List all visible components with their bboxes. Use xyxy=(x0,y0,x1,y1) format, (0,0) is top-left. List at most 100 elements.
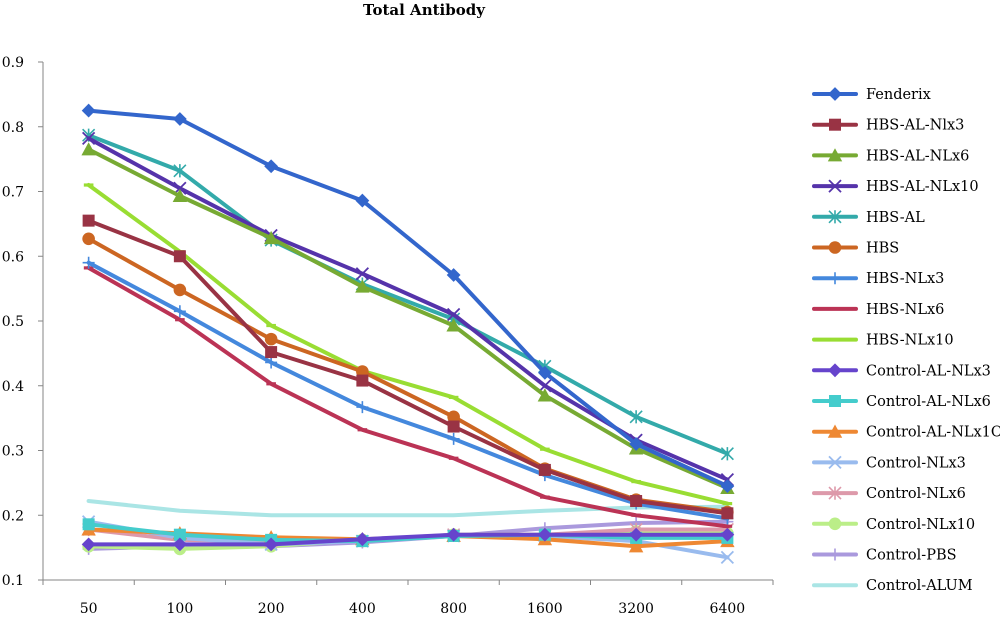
legend-label: HBS xyxy=(866,241,899,257)
series-5 xyxy=(82,232,734,519)
legend-label: HBS-AL-NLx6 xyxy=(866,148,969,164)
legend-entry: Control-PBS xyxy=(812,548,957,564)
series-marker xyxy=(828,517,842,531)
series-0 xyxy=(81,103,735,494)
series-marker xyxy=(172,537,187,552)
series-marker xyxy=(828,455,842,470)
series-marker xyxy=(828,241,842,254)
series-marker xyxy=(830,307,840,311)
series-marker xyxy=(446,527,461,542)
legend-label: Control-AL-NLx1O xyxy=(866,425,1000,441)
y-tick-label: 0.4 xyxy=(2,379,24,395)
series-marker xyxy=(721,507,734,520)
series-marker xyxy=(173,528,186,541)
y-tick-label: 0.8 xyxy=(2,120,24,136)
series-marker xyxy=(173,283,187,297)
series-marker xyxy=(828,179,842,193)
series-marker xyxy=(264,159,279,174)
series-marker xyxy=(446,307,461,322)
series-marker xyxy=(629,527,644,542)
chart-title: Total Antibody xyxy=(363,1,486,19)
legend: Fenderix HBS-AL-Nlx3 HBS-AL-NLx6 HBS-AL-NLx… xyxy=(812,87,1000,594)
legend-entry: Control-NLx6 xyxy=(812,486,966,502)
x-tick-label: 400 xyxy=(349,601,376,617)
series-marker xyxy=(446,268,461,282)
x-tick-label: 200 xyxy=(258,601,285,617)
series-marker xyxy=(829,395,841,407)
series-marker xyxy=(720,479,735,494)
series-marker xyxy=(537,388,553,402)
legend-entry: Control-AL-NLx1O xyxy=(812,424,1000,441)
legend-label: Control-NLx3 xyxy=(866,455,966,471)
y-tick-label: 0.9 xyxy=(2,55,24,71)
series-marker xyxy=(630,495,643,508)
legend-label: Control-AL-NLx6 xyxy=(866,394,991,410)
series-marker xyxy=(355,279,370,293)
series-marker xyxy=(263,230,279,245)
series-marker xyxy=(537,365,552,380)
y-tick-label: 0.7 xyxy=(2,185,24,201)
series-marker xyxy=(447,432,460,445)
series-marker xyxy=(631,513,641,517)
series-marker xyxy=(538,379,552,393)
series-marker xyxy=(446,318,461,332)
series-marker xyxy=(356,374,369,387)
series-marker xyxy=(355,532,370,547)
legend-label: HBS-NLx6 xyxy=(866,302,944,318)
series-marker xyxy=(173,250,186,263)
series-marker xyxy=(540,447,550,451)
legend-label: HBS-AL-NLx10 xyxy=(866,179,979,195)
legend-label: HBS-NLx10 xyxy=(866,333,954,349)
series-line xyxy=(86,260,730,521)
series-marker xyxy=(81,537,96,552)
series-line xyxy=(86,136,730,482)
series-line xyxy=(86,108,730,489)
series-marker xyxy=(82,214,95,227)
x-tick-label: 50 xyxy=(80,601,98,617)
x-tick-label: 100 xyxy=(167,601,194,617)
legend-entry: HBS-AL-NLx10 xyxy=(812,179,979,195)
y-tick-label: 0.5 xyxy=(2,314,24,330)
series-marker xyxy=(827,424,843,438)
series-marker xyxy=(82,232,95,246)
series-8 xyxy=(83,183,733,506)
legend-entry: Control-AL-NLx6 xyxy=(812,394,991,410)
series-marker xyxy=(83,183,94,187)
series-marker xyxy=(828,210,842,224)
series-16 xyxy=(86,499,730,518)
series-marker xyxy=(173,305,186,318)
series-6 xyxy=(82,256,734,525)
series-marker xyxy=(355,193,370,208)
series-9 xyxy=(81,527,735,552)
series-marker xyxy=(266,323,276,328)
series-marker xyxy=(447,410,460,424)
legend-entry: Control-ALUM xyxy=(812,578,973,594)
legend-entry: HBS xyxy=(812,241,899,257)
legend-label: Fenderix xyxy=(866,87,931,103)
series-marker xyxy=(448,456,459,460)
legend-label: Control-NLx6 xyxy=(866,486,966,502)
series-marker xyxy=(829,118,841,131)
legend-entry: HBS-NLx10 xyxy=(812,333,954,349)
series-marker xyxy=(81,131,96,146)
series-marker xyxy=(829,272,841,285)
series-1 xyxy=(82,214,734,520)
series-marker xyxy=(722,524,733,528)
legend-entry: HBS-NLx6 xyxy=(812,302,944,318)
legend-label: HBS-AL xyxy=(866,210,925,226)
x-tick-label: 6400 xyxy=(710,601,746,617)
series-marker xyxy=(720,527,735,542)
x-tick-label: 3200 xyxy=(618,601,654,617)
series-marker xyxy=(356,401,369,414)
series-marker xyxy=(264,537,279,552)
legend-label: Control-NLx10 xyxy=(866,517,975,533)
series-marker xyxy=(172,112,187,126)
legend-entry: HBS-AL xyxy=(812,210,925,226)
series-marker xyxy=(537,527,552,542)
series-marker xyxy=(828,363,842,378)
series-marker xyxy=(628,539,644,553)
y-tick-label: 0.2 xyxy=(2,508,24,524)
series-marker xyxy=(173,164,187,178)
legend-entry: HBS-AL-Nlx3 xyxy=(812,118,964,134)
